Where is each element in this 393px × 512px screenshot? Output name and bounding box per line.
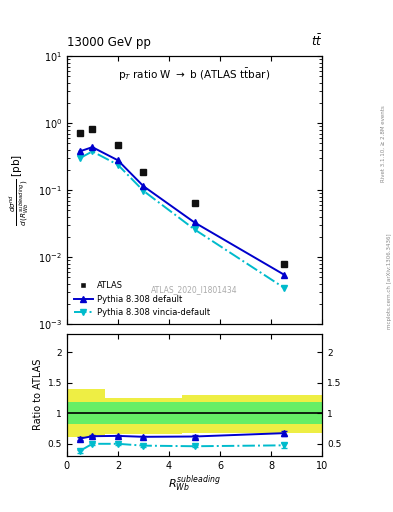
Text: p$_T$ ratio W $\rightarrow$ b (ATLAS t$\bar{\rm t}$bar): p$_T$ ratio W $\rightarrow$ b (ATLAS t$\… [118, 67, 271, 83]
Text: Rivet 3.1.10, ≥ 2.8M events: Rivet 3.1.10, ≥ 2.8M events [381, 105, 386, 182]
Text: ATLAS_2020_I1801434: ATLAS_2020_I1801434 [151, 285, 238, 294]
Text: $t\bar{t}$: $t\bar{t}$ [311, 33, 322, 49]
Legend: ATLAS, Pythia 8.308 default, Pythia 8.308 vincia-default: ATLAS, Pythia 8.308 default, Pythia 8.30… [71, 278, 213, 320]
Text: 13000 GeV pp: 13000 GeV pp [67, 36, 151, 49]
Text: mcplots.cern.ch [arXiv:1306.3436]: mcplots.cern.ch [arXiv:1306.3436] [387, 234, 391, 329]
Y-axis label: Ratio to ATLAS: Ratio to ATLAS [33, 359, 43, 431]
X-axis label: $R_{Wb}^{subleading}$: $R_{Wb}^{subleading}$ [168, 473, 221, 494]
Y-axis label: $\frac{d\sigma^{nd}}{d\,(R_{Wb}^{subleading})}$ [pb]: $\frac{d\sigma^{nd}}{d\,(R_{Wb}^{sublead… [8, 154, 32, 226]
